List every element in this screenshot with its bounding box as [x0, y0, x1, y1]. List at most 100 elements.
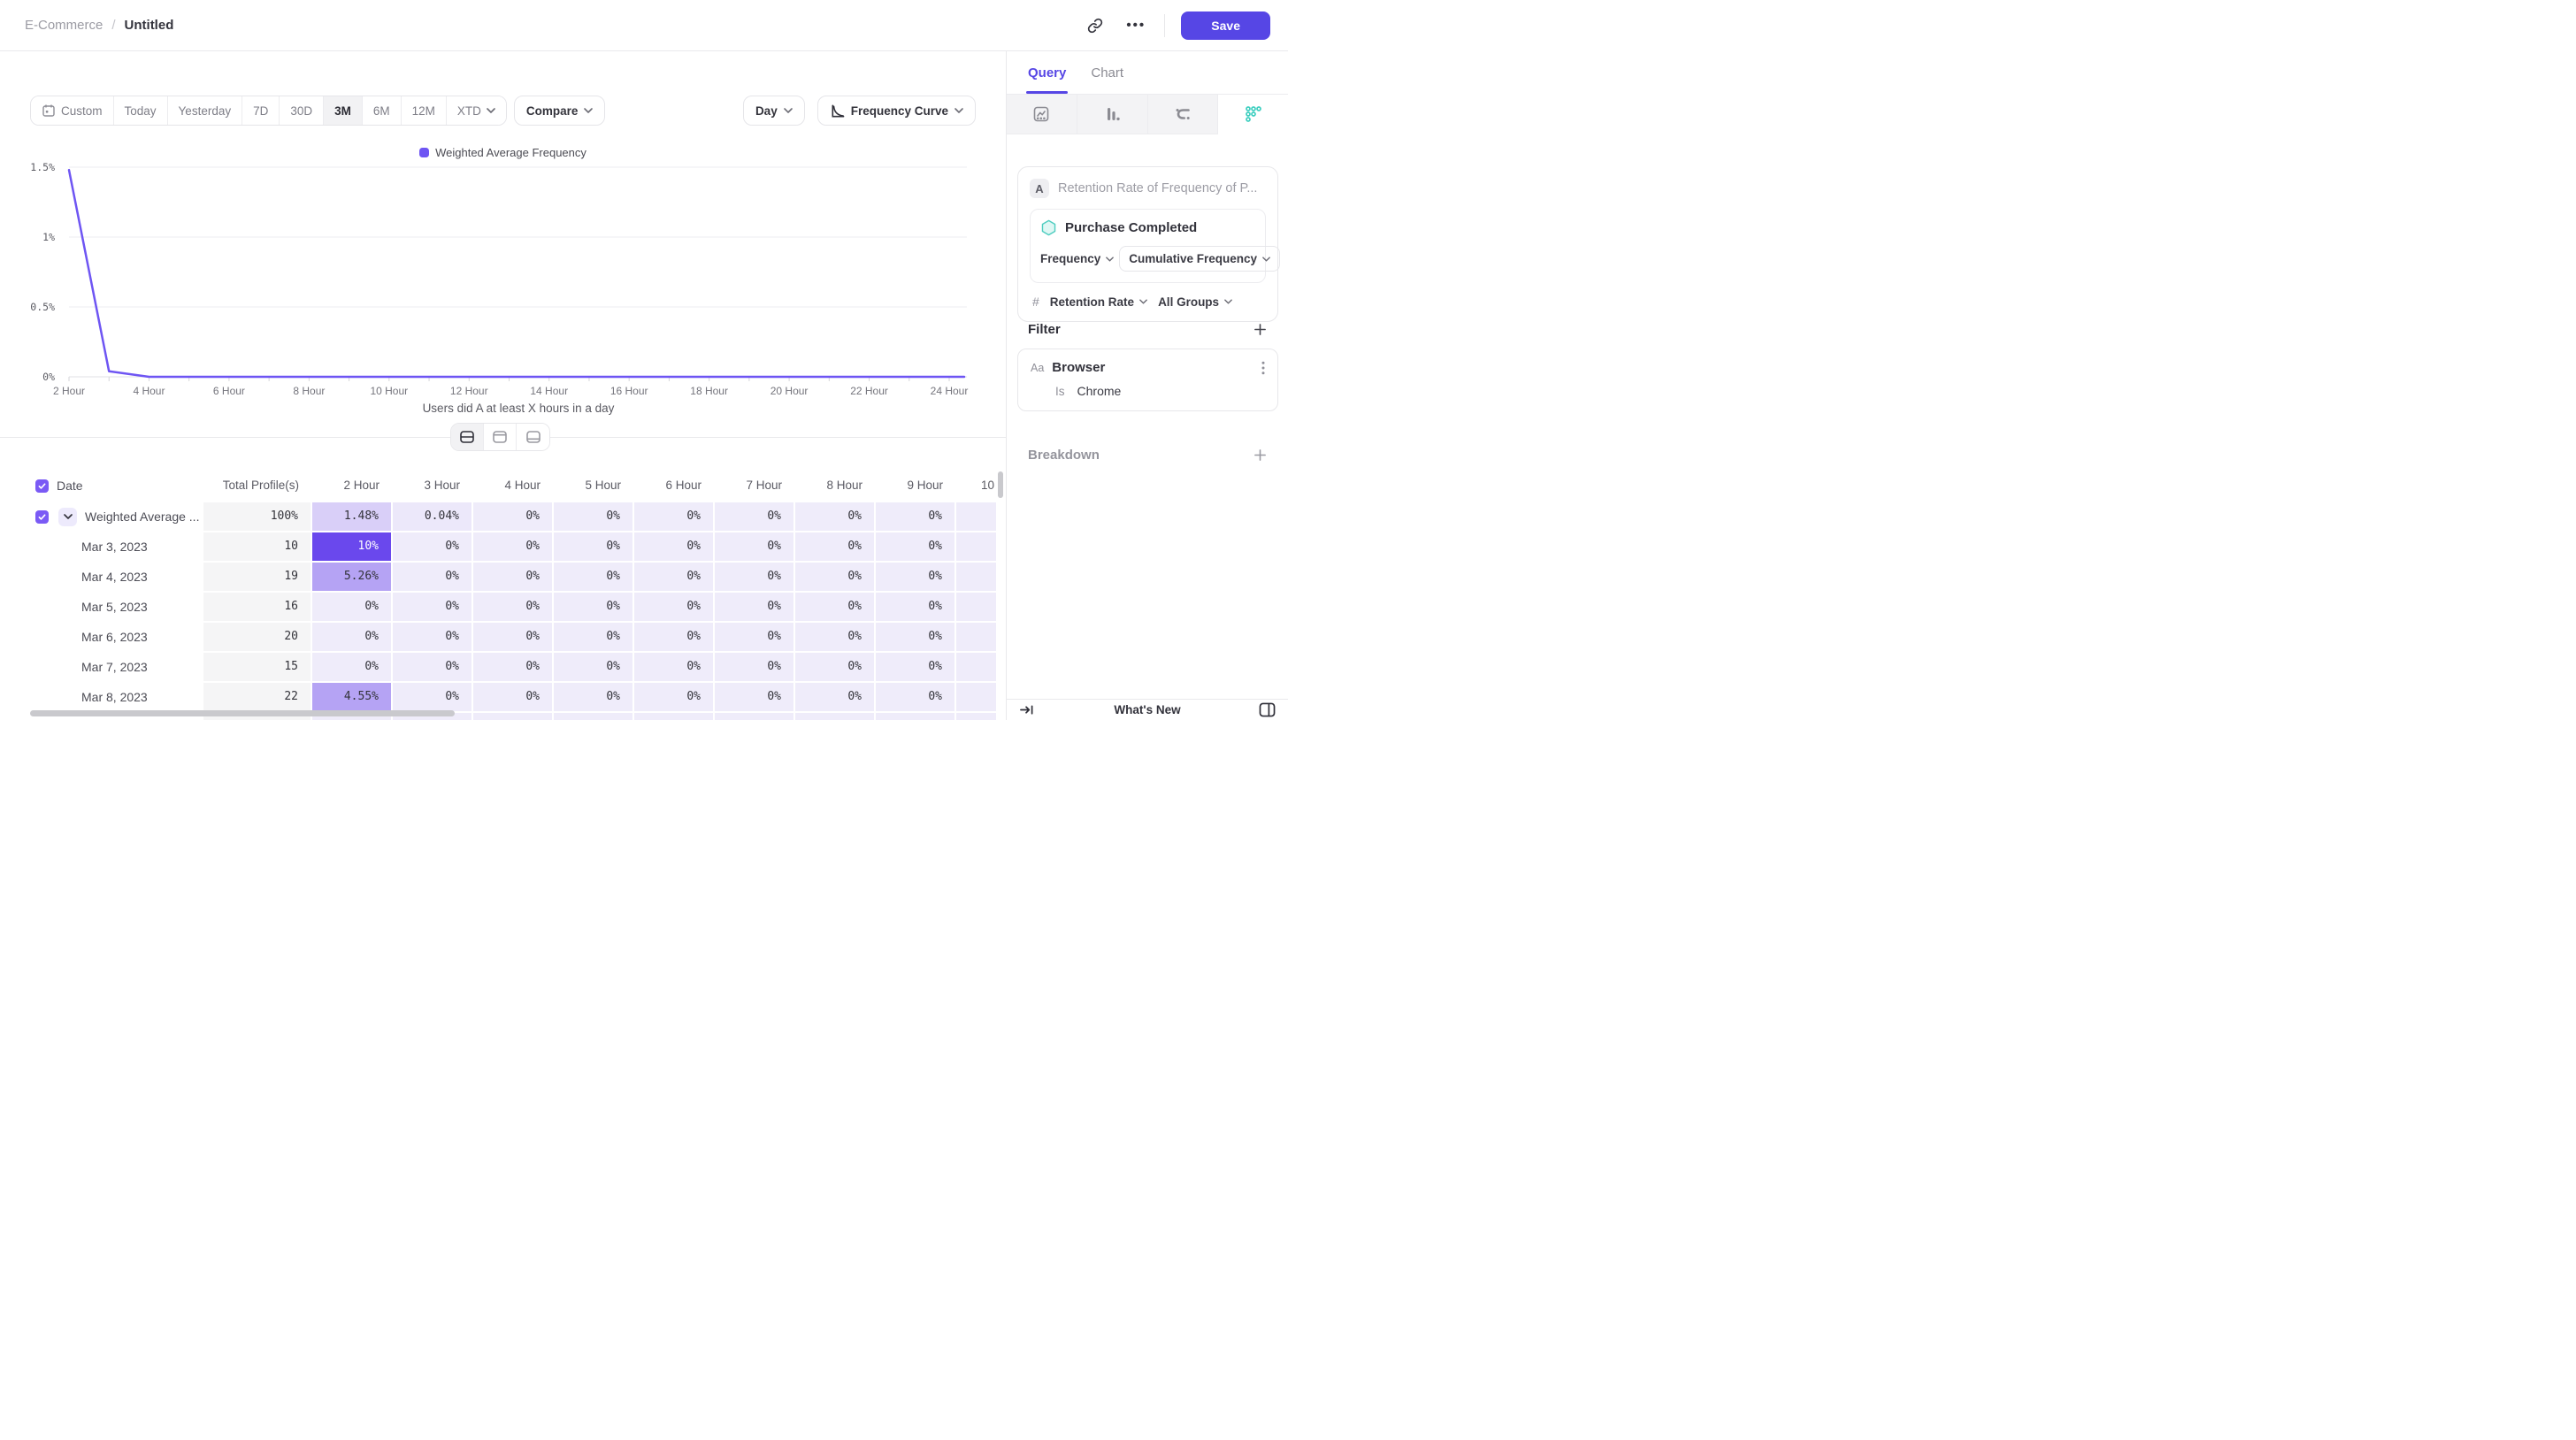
- whats-new-link[interactable]: What's New: [1114, 703, 1181, 716]
- retention-cell[interactable]: 0%: [875, 622, 955, 652]
- retention-cell[interactable]: 0%: [472, 592, 553, 622]
- retention-cell[interactable]: 0%: [794, 622, 875, 652]
- retention-cell[interactable]: 0%: [714, 622, 794, 652]
- retention-cell[interactable]: 0%: [714, 652, 794, 682]
- bottom-panel-view-icon[interactable]: [517, 424, 549, 450]
- breadcrumb-current[interactable]: Untitled: [124, 18, 174, 33]
- weighted-average-frequency-line[interactable]: [67, 168, 966, 379]
- retention-cell[interactable]: 0%: [794, 532, 875, 562]
- more-options-icon[interactable]: •••: [1126, 18, 1146, 33]
- total-profiles-cell[interactable]: 10: [203, 532, 311, 562]
- retention-cell[interactable]: 0%: [633, 562, 714, 592]
- total-profiles-cell[interactable]: 19: [203, 562, 311, 592]
- retention-cell[interactable]: 5.26%: [311, 562, 392, 592]
- split-panel-icon[interactable]: [1259, 702, 1276, 717]
- retention-cell[interactable]: 0%: [714, 532, 794, 562]
- retention-cell[interactable]: 0%: [392, 652, 472, 682]
- granularity-dropdown[interactable]: Day: [742, 96, 805, 126]
- column-header-hour[interactable]: 6 Hour: [665, 479, 702, 492]
- kebab-menu-icon[interactable]: [1261, 361, 1265, 375]
- retention-cell[interactable]: 0%: [714, 682, 794, 712]
- table-vertical-scrollbar[interactable]: [998, 471, 1003, 498]
- retention-cell[interactable]: 0%: [553, 592, 633, 622]
- retention-cell[interactable]: 0%: [392, 622, 472, 652]
- retention-cell[interactable]: 0%: [553, 502, 633, 532]
- table-horizontal-scrollbar[interactable]: [30, 710, 455, 716]
- retention-cell[interactable]: 0%: [875, 562, 955, 592]
- date-range-custom[interactable]: Custom: [31, 96, 114, 125]
- retention-cell[interactable]: [472, 712, 553, 720]
- retention-cell[interactable]: 0%: [311, 592, 392, 622]
- retention-cell[interactable]: 0%: [955, 652, 996, 682]
- retention-cell[interactable]: [633, 712, 714, 720]
- retention-cell[interactable]: 4.55%: [311, 682, 392, 712]
- retention-cell[interactable]: 0%: [392, 532, 472, 562]
- retention-cell[interactable]: 0%: [472, 682, 553, 712]
- retention-cell[interactable]: 0%: [553, 652, 633, 682]
- retention-cell[interactable]: 0%: [553, 622, 633, 652]
- add-filter-icon[interactable]: [1254, 323, 1267, 336]
- retention-cell[interactable]: 0%: [955, 532, 996, 562]
- retention-cell[interactable]: [955, 712, 996, 720]
- date-range-12m[interactable]: 12M: [401, 96, 447, 125]
- measure-dropdown[interactable]: Retention Rate: [1050, 295, 1147, 309]
- date-range-3m[interactable]: 3M: [324, 96, 363, 125]
- tab-chart[interactable]: Chart: [1091, 65, 1124, 80]
- filter-property[interactable]: Browser: [1052, 360, 1106, 375]
- retention-cell[interactable]: 0%: [472, 502, 553, 532]
- total-profiles-cell[interactable]: 100%: [203, 502, 311, 532]
- date-range-6m[interactable]: 6M: [362, 96, 402, 125]
- retention-cell[interactable]: 0%: [794, 682, 875, 712]
- retention-cell[interactable]: 0.04%: [392, 502, 472, 532]
- retention-cell[interactable]: 0%: [875, 682, 955, 712]
- total-profiles-cell[interactable]: 22: [203, 682, 311, 712]
- retention-cell[interactable]: [875, 712, 955, 720]
- retention-cell[interactable]: 0%: [553, 532, 633, 562]
- save-button[interactable]: Save: [1181, 11, 1270, 40]
- column-header-hour[interactable]: 9 Hour: [907, 479, 943, 492]
- date-range-7d[interactable]: 7D: [242, 96, 280, 125]
- frequency-type-dropdown[interactable]: Cumulative Frequency: [1119, 246, 1281, 272]
- retention-cell[interactable]: 10%: [311, 532, 392, 562]
- date-range-xtd[interactable]: XTD: [446, 96, 506, 125]
- bar-chart-icon[interactable]: [1077, 95, 1148, 134]
- retention-cell[interactable]: 0%: [955, 562, 996, 592]
- collapse-right-icon[interactable]: [1019, 703, 1034, 716]
- column-header-hour[interactable]: 8 Hour: [826, 479, 862, 492]
- total-profiles-cell[interactable]: 16: [203, 592, 311, 622]
- tab-query[interactable]: Query: [1025, 51, 1069, 94]
- top-panel-view-icon[interactable]: [484, 424, 517, 450]
- breadcrumb-parent[interactable]: E-Commerce: [25, 18, 104, 33]
- retention-cell[interactable]: 0%: [472, 652, 553, 682]
- filter-operator[interactable]: Is: [1055, 384, 1065, 398]
- flows-icon[interactable]: [1147, 95, 1219, 134]
- select-all-checkbox[interactable]: [35, 479, 49, 493]
- retention-cell[interactable]: 0%: [633, 652, 714, 682]
- retention-cell[interactable]: [714, 712, 794, 720]
- link-icon[interactable]: [1083, 13, 1108, 38]
- retention-cell[interactable]: 0%: [794, 592, 875, 622]
- retention-cell[interactable]: 0%: [392, 562, 472, 592]
- frequency-dropdown[interactable]: Frequency: [1040, 252, 1115, 265]
- row-expander-chevron-icon[interactable]: [58, 507, 77, 526]
- retention-cell[interactable]: 0%: [955, 622, 996, 652]
- retention-cell[interactable]: 0%: [633, 592, 714, 622]
- retention-cell[interactable]: 0%: [472, 532, 553, 562]
- row-checkbox[interactable]: [35, 509, 49, 524]
- retention-cell[interactable]: 0%: [633, 622, 714, 652]
- retention-cell[interactable]: 0%: [875, 532, 955, 562]
- column-header-hour[interactable]: 3 Hour: [424, 479, 460, 492]
- event-selector[interactable]: Purchase Completed: [1040, 219, 1255, 236]
- retention-cell[interactable]: 0%: [633, 682, 714, 712]
- retention-cell[interactable]: 0%: [794, 502, 875, 532]
- add-breakdown-icon[interactable]: [1254, 448, 1267, 462]
- retention-cell[interactable]: 1.48%: [311, 502, 392, 532]
- retention-cell[interactable]: 0%: [955, 682, 996, 712]
- frequency-dots-icon[interactable]: [1218, 95, 1288, 134]
- retention-cell[interactable]: 0%: [311, 622, 392, 652]
- retention-cell[interactable]: 0%: [955, 502, 996, 532]
- retention-cell[interactable]: 0%: [714, 502, 794, 532]
- retention-cell[interactable]: 0%: [633, 502, 714, 532]
- group-dropdown[interactable]: All Groups: [1158, 295, 1232, 309]
- retention-cell[interactable]: 0%: [875, 592, 955, 622]
